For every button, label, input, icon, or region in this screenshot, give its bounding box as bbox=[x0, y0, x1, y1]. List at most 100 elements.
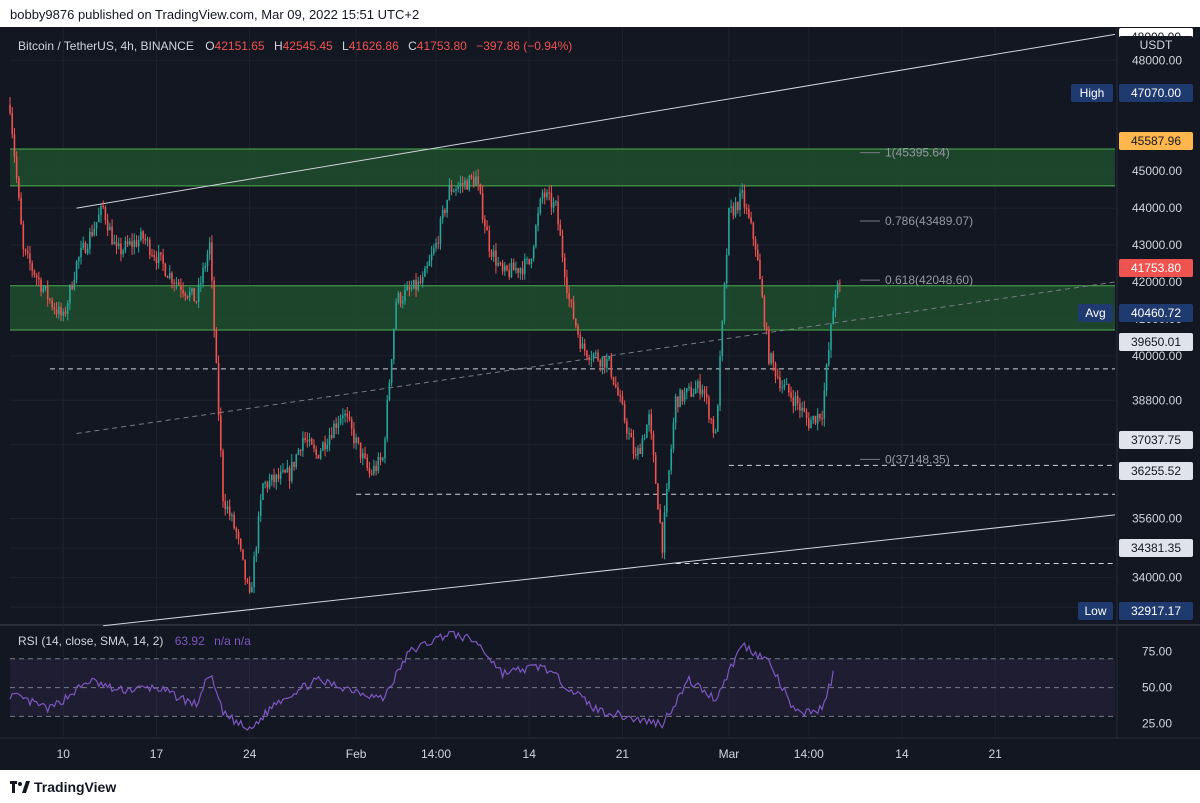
candle-body bbox=[768, 329, 770, 364]
candle-body bbox=[373, 465, 375, 474]
candle-body bbox=[694, 388, 697, 394]
candle-body bbox=[211, 242, 213, 281]
candle-body bbox=[224, 501, 227, 510]
candle-body bbox=[579, 334, 582, 349]
candle-body bbox=[699, 381, 701, 395]
candle-body bbox=[324, 442, 326, 450]
candle-body bbox=[77, 257, 80, 262]
candle-body bbox=[202, 267, 204, 284]
tradingview-logo[interactable]: TradingView bbox=[10, 778, 116, 796]
price-axis-label-value: USDT bbox=[1140, 38, 1173, 52]
candle-body bbox=[197, 284, 200, 302]
candle-body bbox=[319, 450, 322, 459]
candle-body bbox=[679, 389, 681, 408]
candle-body bbox=[64, 311, 67, 314]
candle-body bbox=[566, 277, 568, 294]
price-axis-label-bg bbox=[1119, 132, 1193, 150]
candle-body bbox=[654, 455, 657, 484]
candle-body bbox=[839, 283, 841, 285]
candle-body bbox=[15, 156, 18, 178]
candle-body bbox=[171, 272, 173, 283]
candle-body bbox=[424, 268, 426, 277]
candle-body bbox=[157, 252, 160, 264]
candle-body bbox=[719, 356, 721, 406]
candle-body bbox=[437, 242, 440, 244]
candle-body bbox=[444, 210, 446, 214]
candle-body bbox=[129, 241, 131, 245]
candle-body bbox=[739, 192, 741, 211]
candle-body bbox=[521, 268, 524, 275]
candle-body bbox=[113, 241, 116, 245]
x-tick-label: 14:00 bbox=[421, 747, 451, 761]
candle-body bbox=[712, 419, 715, 433]
chart-panel[interactable]: 1(45395.64) 0.786(43489.07) 0.618(42048.60… bbox=[0, 27, 1200, 770]
candle-body bbox=[652, 433, 655, 456]
candle-body bbox=[701, 389, 704, 395]
candle-body bbox=[461, 182, 464, 185]
candle-body bbox=[468, 175, 471, 190]
candle-body bbox=[426, 265, 428, 269]
chart-canvas[interactable]: 1(45395.64) 0.786(43489.07) 0.618(42048.60… bbox=[0, 27, 1200, 770]
candle-body bbox=[779, 377, 781, 389]
high-label: H bbox=[274, 39, 283, 53]
price-axis-label-value: 39650.01 bbox=[1131, 335, 1181, 349]
candle-body bbox=[612, 376, 615, 385]
candle-body bbox=[475, 176, 477, 186]
candle-body bbox=[688, 386, 690, 389]
candle-body bbox=[674, 396, 677, 423]
candle-body bbox=[133, 240, 136, 247]
candle-body bbox=[788, 383, 790, 393]
candle-body bbox=[515, 268, 517, 271]
candle-body bbox=[140, 231, 142, 241]
candle-body bbox=[466, 180, 468, 190]
candle-body bbox=[95, 222, 98, 229]
x-tick-label: 17 bbox=[150, 747, 164, 761]
candle-body bbox=[430, 253, 433, 261]
candle-body bbox=[115, 241, 118, 247]
candle-body bbox=[342, 415, 344, 419]
candle-body bbox=[550, 192, 553, 208]
open-value: 42151.65 bbox=[215, 39, 265, 53]
footer: TradingView bbox=[0, 770, 1200, 803]
x-tick-label: 21 bbox=[989, 747, 1003, 761]
fib-level-label: 0.618(42048.60) bbox=[885, 273, 973, 287]
candle-body bbox=[239, 539, 242, 550]
rsi-legend: RSI (14, close, SMA, 14, 2) 63.92 n/a n/… bbox=[18, 634, 251, 648]
candle-body bbox=[257, 515, 260, 549]
candle-body bbox=[397, 293, 400, 303]
candle-body bbox=[80, 247, 82, 258]
candle-body bbox=[661, 522, 664, 553]
candle-body bbox=[450, 184, 453, 192]
candle-body bbox=[756, 249, 759, 261]
candle-body bbox=[235, 528, 238, 532]
candle-body bbox=[18, 177, 20, 198]
x-tick-label: 14:00 bbox=[794, 747, 824, 761]
price-axis-label-bg bbox=[1119, 602, 1193, 620]
candle-body bbox=[512, 262, 515, 271]
candle-body bbox=[634, 453, 637, 456]
price-axis-label-bg bbox=[1119, 539, 1193, 557]
candle-body bbox=[472, 177, 475, 186]
candle-body bbox=[86, 248, 89, 254]
candle-body bbox=[299, 449, 302, 451]
candle-body bbox=[180, 284, 182, 290]
candle-body bbox=[49, 299, 51, 301]
candle-body bbox=[109, 226, 111, 231]
candle-body bbox=[692, 393, 695, 397]
candle-body bbox=[492, 250, 495, 257]
candle-body bbox=[714, 431, 717, 433]
candle-body bbox=[794, 395, 797, 406]
candle-body bbox=[530, 258, 533, 265]
candle-body bbox=[428, 260, 431, 266]
candle-body bbox=[13, 134, 16, 157]
rsi-extra: n/a n/a bbox=[214, 634, 251, 648]
candle-body bbox=[117, 243, 120, 247]
candle-body bbox=[266, 482, 269, 488]
candle-body bbox=[317, 454, 320, 459]
price-axis-label: 37037.75 bbox=[1119, 431, 1193, 449]
candle-body bbox=[464, 180, 466, 185]
candle-body bbox=[812, 416, 815, 421]
candle-body bbox=[490, 251, 493, 257]
candle-body bbox=[410, 288, 413, 290]
